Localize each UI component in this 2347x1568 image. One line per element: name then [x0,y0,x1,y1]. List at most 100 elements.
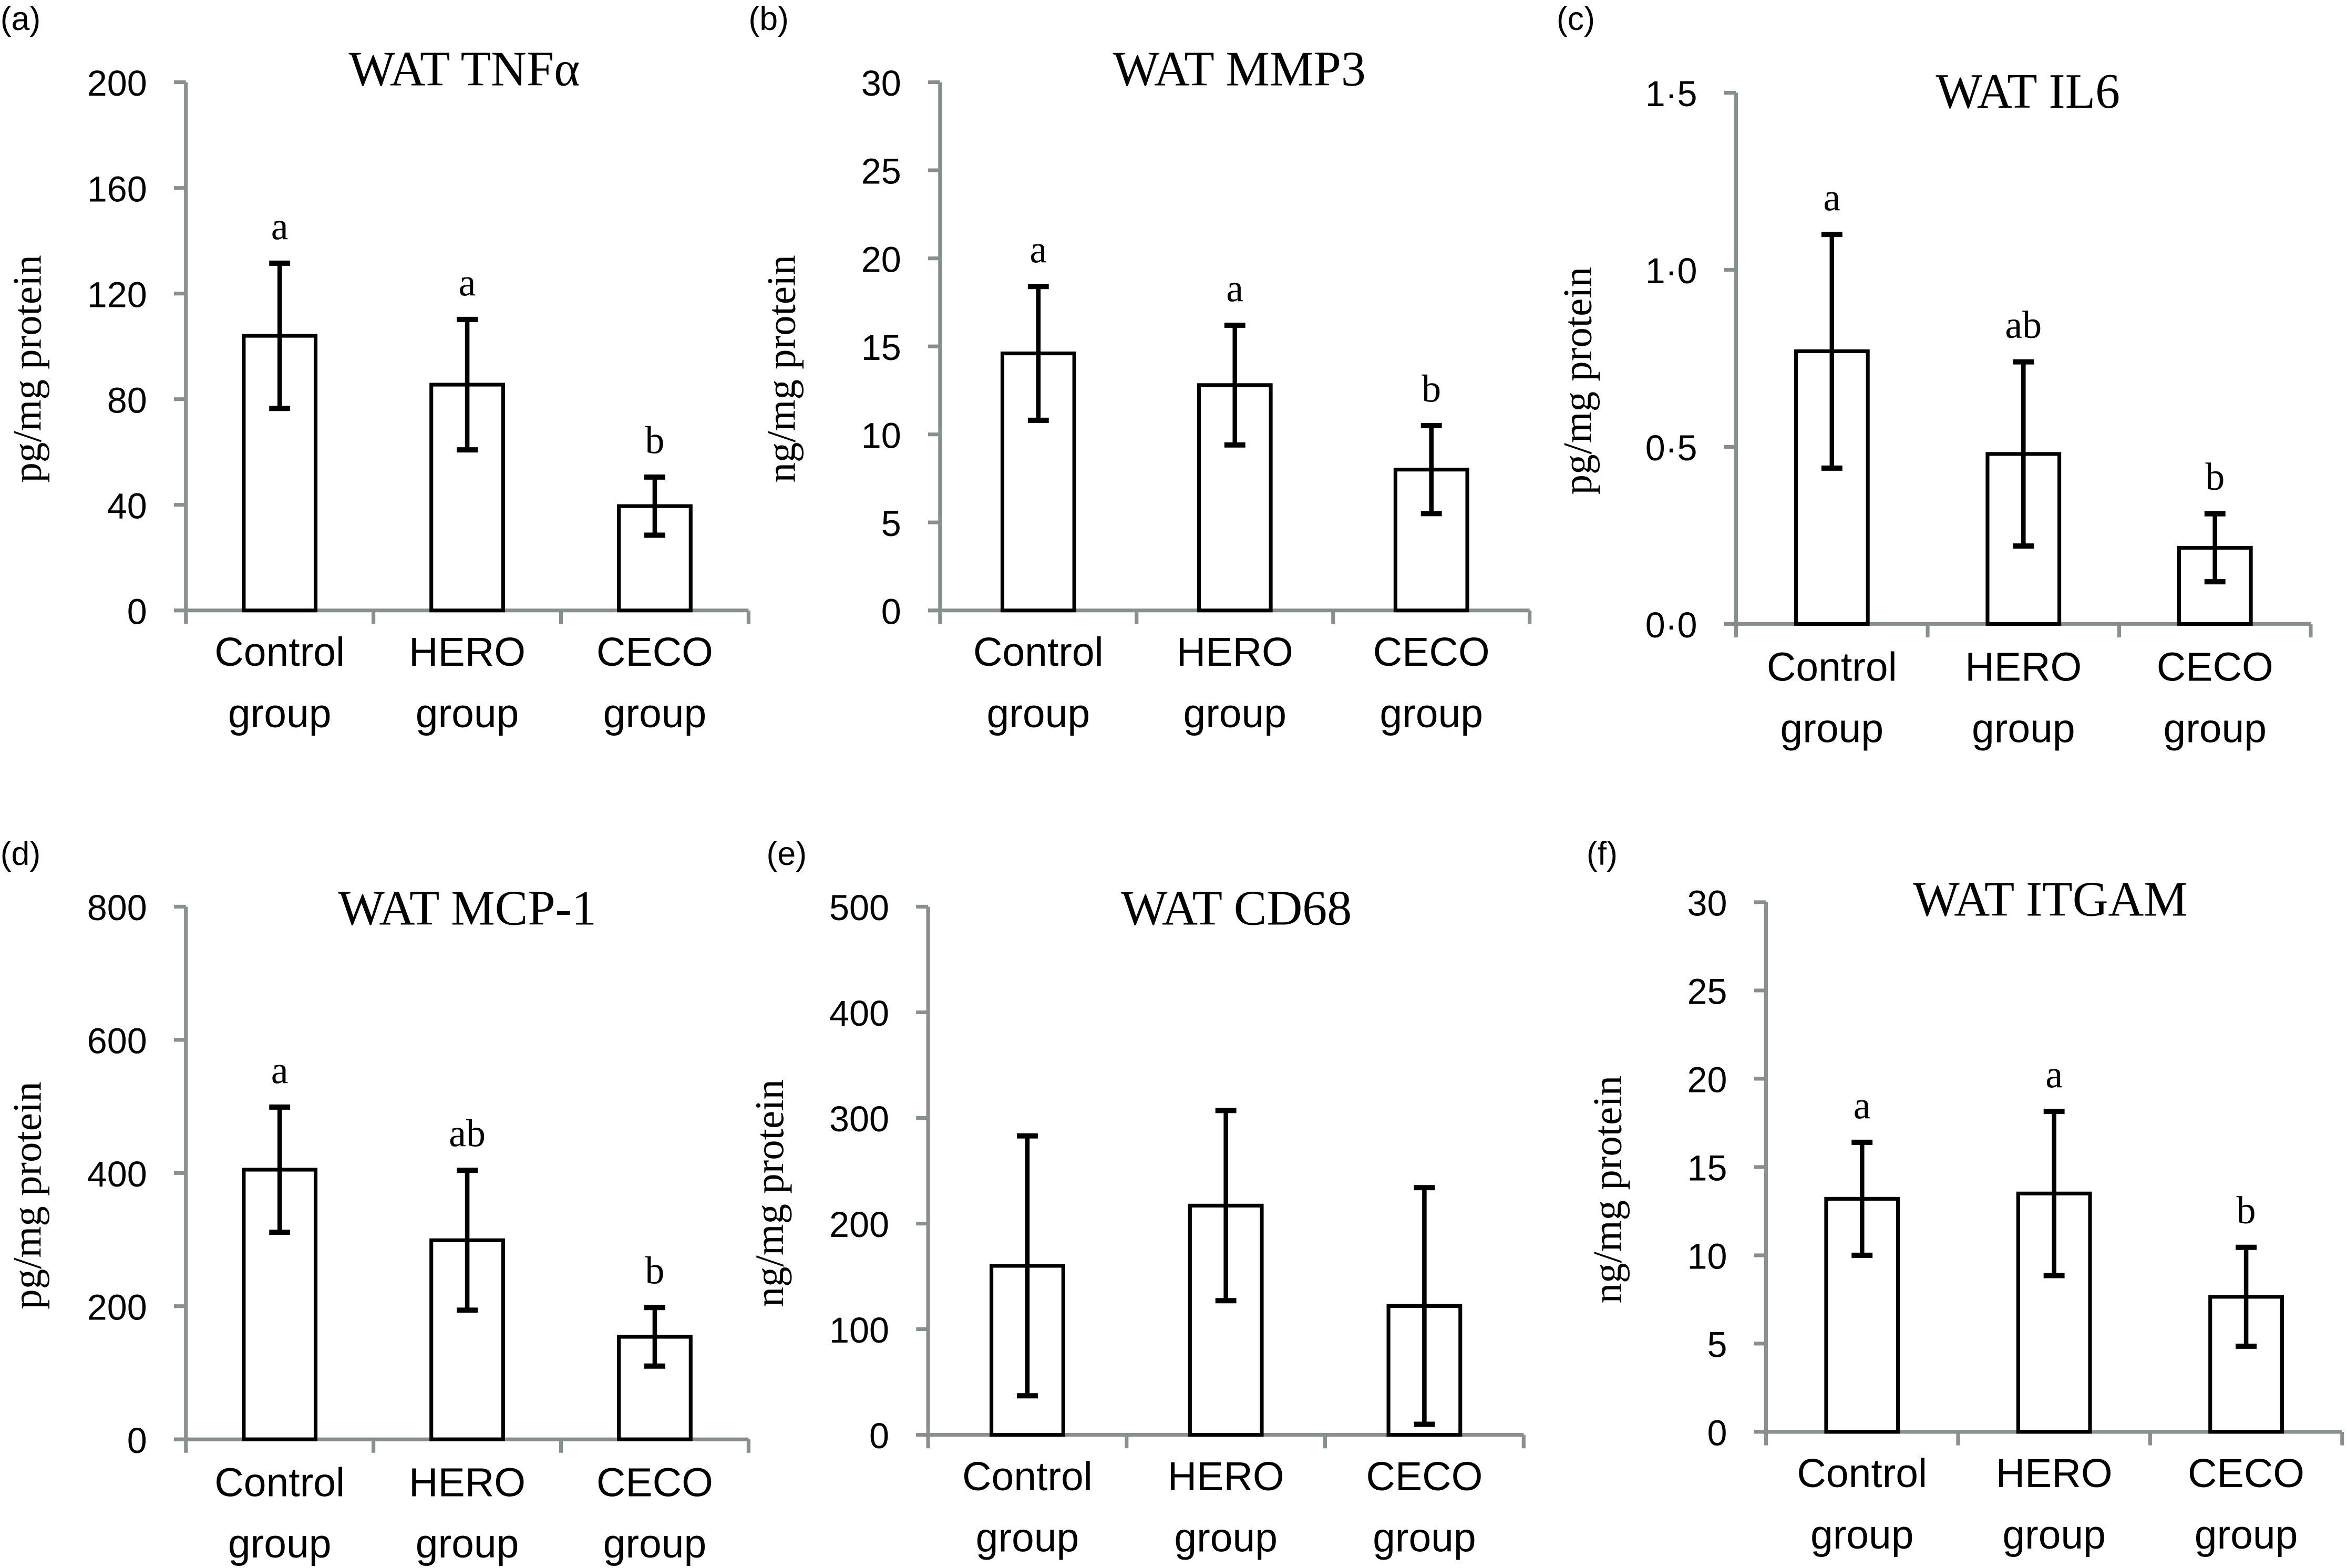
category-label: group [416,691,519,736]
category-label: group [987,691,1090,736]
panel-label: (a) [1,1,41,37]
chart-panel: (f) WAT ITGAM ng/mg protein 0 5 10 15 20 25 30 a Co… [1585,835,2344,1557]
significance-letter: a [1823,177,1840,220]
y-tick-label: 80 [107,380,147,420]
significance-letter: ab [2005,304,2042,347]
y-tick-label: 500 [829,888,889,928]
category-label: CECO [1373,630,1490,675]
chart-title: WAT CD68 [1121,881,1352,936]
category-label: Control [1797,1451,1927,1496]
category-label: HERO [1996,1451,2113,1496]
category-label: HERO [409,630,526,675]
category-label: group [2195,1512,2298,1557]
chart-panel: (b) WAT MMP3 ng/mg protein 0 5 10 15 20 25 30 a Con… [748,1,1532,736]
y-axis-label: pg/mg protein [5,255,50,482]
category-label: group [416,1521,519,1566]
y-tick-label: 0 [127,592,147,632]
y-tick-label: 25 [861,152,901,192]
category-label: group [603,1521,707,1566]
category-label: group [1183,691,1286,736]
chart-title: WAT IL6 [1936,64,2120,119]
y-tick-label: 25 [1687,972,1727,1012]
category-label: CECO [596,630,713,675]
category-label: Control [214,1460,345,1505]
y-tick-label: 600 [87,1022,147,1061]
chart-title: WAT ITGAM [1913,872,2188,927]
category-label: CECO [1366,1454,1483,1499]
y-axis-label: pg/mg protein [5,1081,50,1309]
y-tick-label: 20 [1687,1060,1727,1100]
y-tick-label: 10 [861,416,901,456]
chart-panel: (e) WAT CD68 ng/mg protein 0 100 200 300 400 500… [747,835,1526,1561]
y-axis-label: ng/mg protein [747,1079,792,1307]
category-label: group [1972,706,2075,751]
category-label: Control [973,630,1104,675]
y-tick-label: 100 [829,1311,889,1350]
y-tick-label: 40 [107,486,147,526]
category-label: group [1380,691,1483,736]
y-tick-label: 0 [127,1421,147,1461]
panel-label: (d) [1,835,41,872]
y-axis-label: ng/mg protein [759,255,804,482]
y-tick-label: 5 [881,504,901,544]
significance-letter: a [1226,267,1243,310]
y-tick-label: 0·5 [1645,428,1697,468]
y-tick-label: 0 [869,1416,889,1456]
significance-letter: ab [449,1112,486,1156]
category-label: CECO [2157,645,2273,690]
chart-panel: (c) WAT IL6 pg/mg protein 0·0 0·5 1·0 1·5 a Cont… [1555,1,2313,751]
y-tick-label: 200 [87,1287,147,1327]
category-label: group [228,691,332,736]
category-label: HERO [409,1460,526,1505]
panel-label: (f) [1587,835,1618,872]
significance-letter: b [2237,1189,2256,1232]
y-tick-label: 15 [861,328,901,368]
category-label: group [1174,1515,1278,1561]
y-axis-label: pg/mg protein [1555,267,1600,494]
chart-panel: (a) WAT TNFα pg/mg protein 0 40 80 120 160 200 a C… [1,1,750,736]
significance-letter: a [2045,1054,2063,1097]
significance-letter: a [271,1049,289,1092]
y-tick-label: 20 [861,240,901,280]
category-label: CECO [596,1460,713,1505]
category-label: group [603,691,707,736]
category-label: group [1810,1512,1914,1557]
y-tick-label: 0 [1707,1414,1727,1453]
category-label: Control [962,1454,1093,1499]
significance-letter: a [271,205,289,248]
panel-label: (b) [748,1,789,37]
y-tick-label: 800 [87,888,147,928]
chart-title: WAT TNFα [348,42,580,96]
y-tick-label: 30 [861,64,901,104]
y-tick-label: 10 [1687,1237,1727,1277]
significance-letter: b [645,419,664,462]
y-tick-label: 200 [829,1205,889,1245]
category-label: HERO [1177,630,1293,675]
category-label: Control [1767,645,1897,690]
chart-title: WAT MCP-1 [338,881,596,936]
y-tick-label: 15 [1687,1149,1727,1189]
significance-letter: b [645,1250,664,1293]
significance-letter: b [1422,367,1441,410]
y-tick-label: 1·5 [1645,74,1697,114]
panel-label: (e) [767,835,807,872]
significance-letter: b [2205,456,2225,499]
y-tick-label: 30 [1687,884,1727,924]
category-label: Control [214,630,345,675]
y-axis-label: ng/mg protein [1585,1076,1630,1303]
significance-letter: a [1030,229,1047,272]
y-tick-label: 0·0 [1645,605,1697,645]
category-label: HERO [1965,645,2082,690]
category-label: group [1780,706,1884,751]
significance-letter: a [1854,1084,1871,1127]
y-tick-label: 400 [829,994,889,1034]
category-label: group [2163,706,2267,751]
y-tick-label: 5 [1707,1325,1727,1365]
category-label: group [228,1521,332,1566]
panel-label: (c) [1557,1,1595,37]
category-label: group [1373,1515,1476,1561]
y-tick-label: 0 [881,592,901,632]
y-tick-label: 1·0 [1645,251,1697,291]
y-tick-label: 200 [87,64,147,104]
